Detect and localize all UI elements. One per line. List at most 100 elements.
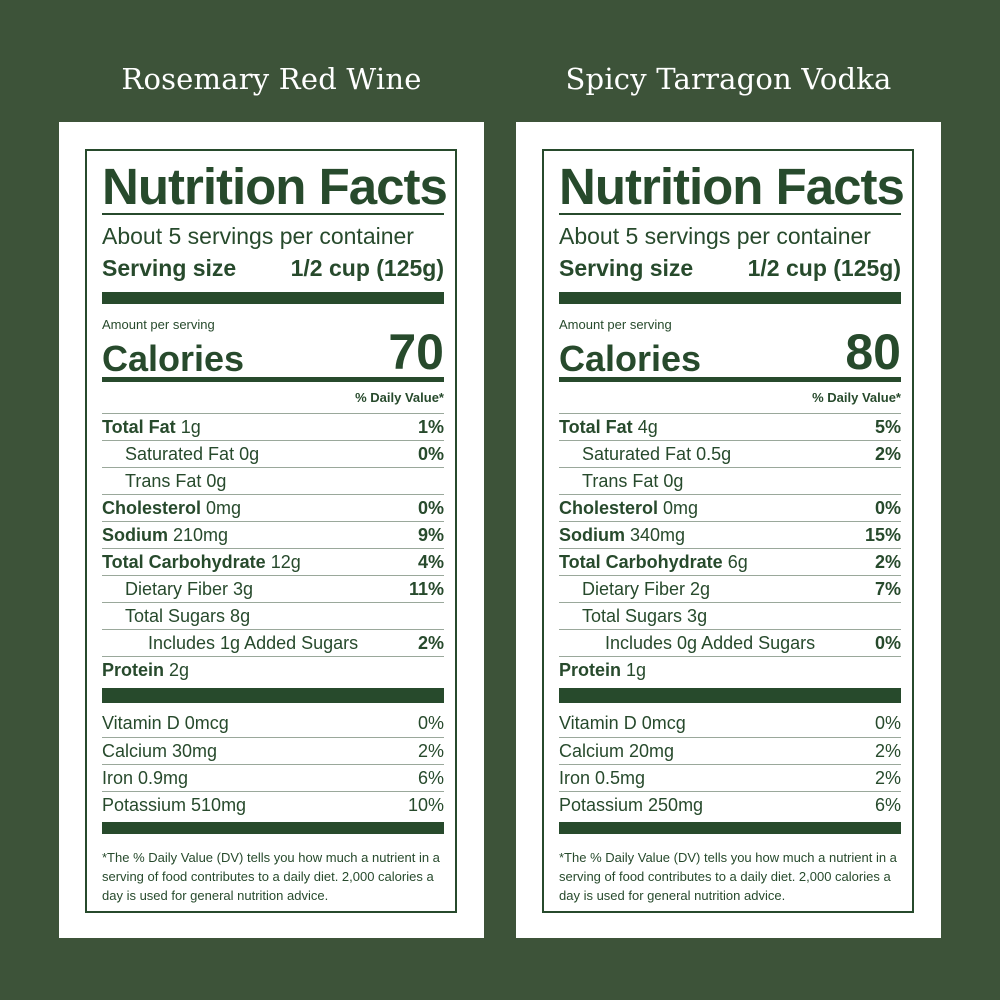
nutrient-label: Iron 0.5mg bbox=[559, 767, 646, 788]
footnote: *The % Daily Value (DV) tells you how mu… bbox=[559, 850, 897, 903]
nutrient-row-total-sugars: Total Sugars 3g bbox=[559, 602, 901, 629]
daily-value-pct: 1% bbox=[417, 416, 444, 437]
nutrient-row-potassium: Potassium 250mg 6% bbox=[559, 791, 901, 818]
nutrient-amount: 6g bbox=[727, 551, 748, 572]
nutrient-amount: 1g bbox=[180, 416, 201, 437]
daily-value-header: % Daily Value* bbox=[355, 390, 444, 405]
nutrient-row-protein: Protein 1g bbox=[559, 656, 901, 683]
daily-value-pct: 0% bbox=[417, 497, 444, 518]
nutrient-label: Cholesterol bbox=[102, 497, 202, 518]
calories-value: 80 bbox=[845, 324, 901, 380]
nutrient-label: Protein bbox=[102, 659, 165, 680]
amount-per-serving: Amount per serving bbox=[102, 317, 215, 332]
serving-size-label: Serving size bbox=[559, 255, 694, 281]
daily-value-pct: 2% bbox=[874, 767, 901, 788]
thick-divider bbox=[559, 292, 901, 304]
daily-value-pct: 0% bbox=[874, 632, 901, 653]
nutrient-amount: 210mg bbox=[173, 524, 229, 545]
daily-value-pct: 2% bbox=[417, 632, 444, 653]
nutrient-label: Calcium 20mg bbox=[559, 740, 675, 761]
nutrient-row-sodium: Sodium 210mg 9% bbox=[102, 521, 444, 548]
nutrient-label: Protein bbox=[559, 659, 622, 680]
nutrient-label: Vitamin D 0mcg bbox=[559, 713, 686, 733]
nutrient-label: Potassium 250mg bbox=[559, 794, 704, 815]
thick-divider bbox=[102, 822, 444, 834]
nutrition-facts-title: Nutrition Facts bbox=[102, 158, 448, 215]
nutrient-label: Total Fat bbox=[102, 416, 176, 437]
nutrition-label: Nutrition Facts About 5 servings per con… bbox=[85, 149, 457, 913]
nutrient-row-vitamin-d: Vitamin D 0mcg 0% bbox=[559, 710, 901, 737]
nutrient-amount: 0mg bbox=[206, 497, 242, 518]
nutrient-amount: 340mg bbox=[630, 524, 686, 545]
nutrient-label: Trans Fat 0g bbox=[582, 470, 684, 491]
nutrient-label: Trans Fat 0g bbox=[125, 470, 227, 491]
label-card: Nutrition Facts About 5 servings per con… bbox=[516, 122, 941, 938]
nutrient-amount: 12g bbox=[270, 551, 301, 572]
daily-value-pct: 9% bbox=[417, 524, 444, 545]
nutrient-row-protein: Protein 2g bbox=[102, 656, 444, 683]
daily-value-pct: 2% bbox=[874, 740, 901, 761]
nutrient-row-total-carbohydrate: Total Carbohydrate 6g 2% bbox=[559, 548, 901, 575]
daily-value-header: % Daily Value* bbox=[812, 390, 901, 405]
servings-per-container: About 5 servings per container bbox=[559, 223, 871, 249]
nutrient-row-dietary-fiber: Dietary Fiber 3g 11% bbox=[102, 575, 444, 602]
nutrient-label: Total Sugars 8g bbox=[125, 605, 251, 626]
nutrient-row-iron: Iron 0.5mg 2% bbox=[559, 764, 901, 791]
nutrient-row-added-sugars: Includes 0g Added Sugars 0% bbox=[559, 629, 901, 656]
nutrient-label: Includes 1g Added Sugars bbox=[148, 632, 359, 653]
nutrient-row-dietary-fiber: Dietary Fiber 2g 7% bbox=[559, 575, 901, 602]
nutrient-label: Cholesterol bbox=[559, 497, 659, 518]
serving-size-row: Serving size 1/2 cup (125g) bbox=[102, 255, 444, 282]
calories-label: Calories bbox=[102, 338, 245, 379]
servings-per-container: About 5 servings per container bbox=[102, 223, 414, 249]
nutrient-label: Saturated Fat 0.5g bbox=[582, 443, 732, 464]
daily-value-pct: 6% bbox=[874, 794, 901, 815]
daily-value-pct: 2% bbox=[417, 740, 444, 761]
amount-per-serving: Amount per serving bbox=[559, 317, 672, 332]
footnote: *The % Daily Value (DV) tells you how mu… bbox=[102, 850, 440, 903]
nutrient-label: Total Fat bbox=[559, 416, 633, 437]
serving-size-label: Serving size bbox=[102, 255, 237, 281]
nutrient-row-trans-fat: Trans Fat 0g bbox=[102, 467, 444, 494]
product-heading: Rosemary Red Wine bbox=[121, 62, 422, 96]
calories-label: Calories bbox=[559, 338, 702, 379]
calories-row: Calories 80 bbox=[559, 327, 901, 377]
nutrient-row-calcium: Calcium 20mg 2% bbox=[559, 737, 901, 764]
nutrient-label: Calcium 30mg bbox=[102, 740, 218, 761]
nutrient-row-iron: Iron 0.9mg 6% bbox=[102, 764, 444, 791]
nutrition-facts-title: Nutrition Facts bbox=[559, 158, 905, 215]
nutrient-row-cholesterol: Cholesterol 0mg 0% bbox=[559, 494, 901, 521]
nutrient-label: Saturated Fat 0g bbox=[125, 443, 260, 464]
calories-row: Calories 70 bbox=[102, 327, 444, 377]
thick-divider bbox=[559, 822, 901, 834]
daily-value-pct: 0% bbox=[874, 713, 901, 733]
nutrition-label: Nutrition Facts About 5 servings per con… bbox=[542, 149, 914, 913]
thick-divider bbox=[559, 688, 901, 703]
nutrient-row-total-sugars: Total Sugars 8g bbox=[102, 602, 444, 629]
nutrient-label: Dietary Fiber 2g bbox=[582, 578, 711, 599]
nutrient-label: Total Sugars 3g bbox=[582, 605, 708, 626]
daily-value-pct: 0% bbox=[874, 497, 901, 518]
serving-size-row: Serving size 1/2 cup (125g) bbox=[559, 255, 901, 282]
nutrient-amount: 0mg bbox=[663, 497, 699, 518]
nutrient-row-total-fat: Total Fat 1g 1% bbox=[102, 413, 444, 440]
daily-value-pct: 2% bbox=[874, 443, 901, 464]
nutrient-label: Dietary Fiber 3g bbox=[125, 578, 254, 599]
nutrient-row-sodium: Sodium 340mg 15% bbox=[559, 521, 901, 548]
daily-value-pct: 10% bbox=[407, 794, 444, 815]
medium-divider bbox=[102, 377, 444, 382]
nutrient-row-potassium: Potassium 510mg 10% bbox=[102, 791, 444, 818]
nutrient-row-vitamin-d: Vitamin D 0mcg 0% bbox=[102, 710, 444, 737]
nutrient-label: Vitamin D 0mcg bbox=[102, 713, 229, 733]
daily-value-pct: 6% bbox=[417, 767, 444, 788]
nutrient-row-calcium: Calcium 30mg 2% bbox=[102, 737, 444, 764]
divider bbox=[559, 213, 901, 215]
daily-value-pct: 11% bbox=[408, 578, 444, 599]
nutrient-amount: 4g bbox=[637, 416, 658, 437]
nutrient-amount: 1g bbox=[626, 659, 647, 680]
nutrient-row-saturated-fat: Saturated Fat 0.5g 2% bbox=[559, 440, 901, 467]
nutrient-row-added-sugars: Includes 1g Added Sugars 2% bbox=[102, 629, 444, 656]
nutrient-label: Total Carbohydrate bbox=[102, 551, 266, 572]
medium-divider bbox=[559, 377, 901, 382]
nutrient-label: Includes 0g Added Sugars bbox=[605, 632, 816, 653]
